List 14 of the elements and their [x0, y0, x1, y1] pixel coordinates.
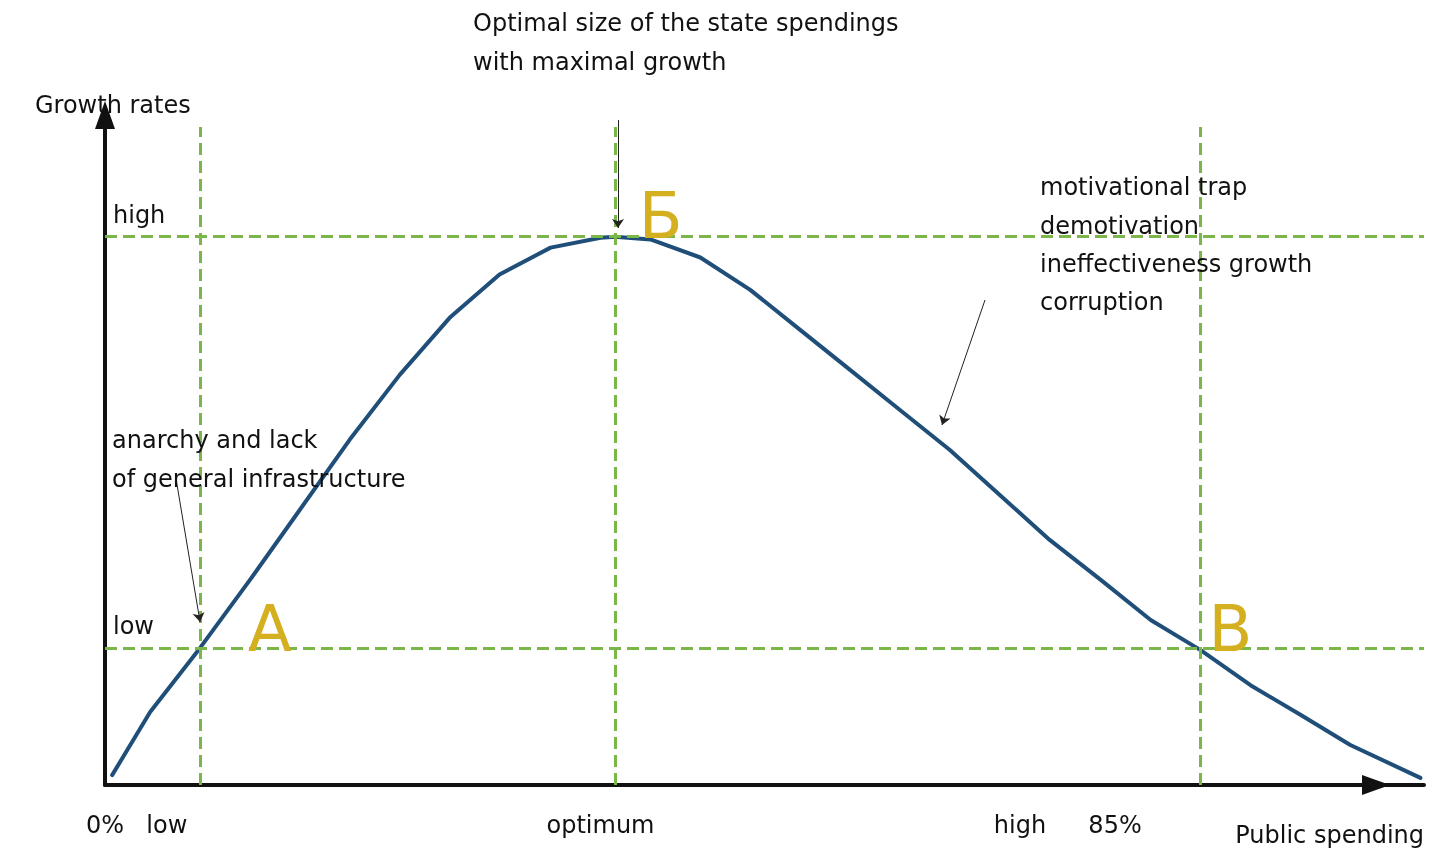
- text: Optimal size of the state spendings with maximal growth: [473, 9, 899, 76]
- x-tick-label: low: [146, 811, 188, 839]
- ref-line-label: high: [113, 200, 166, 229]
- annotation: В: [1208, 592, 1253, 667]
- ref-line-label: low: [113, 611, 154, 640]
- annotation: А: [248, 591, 293, 666]
- x-tick-label: high: [993, 811, 1047, 839]
- x-tick-label: 85%: [1088, 811, 1142, 839]
- x-axis-title: Public spending: [1235, 821, 1424, 849]
- y-axis-title: Growth rates: [35, 91, 191, 119]
- x-tick-label: optimum: [546, 811, 655, 839]
- x-tick-label: 0%: [85, 811, 125, 839]
- annotation: Б: [638, 178, 683, 253]
- annotation: motivational trap demotivation ineffectiveness growth corruption: [1040, 173, 1313, 317]
